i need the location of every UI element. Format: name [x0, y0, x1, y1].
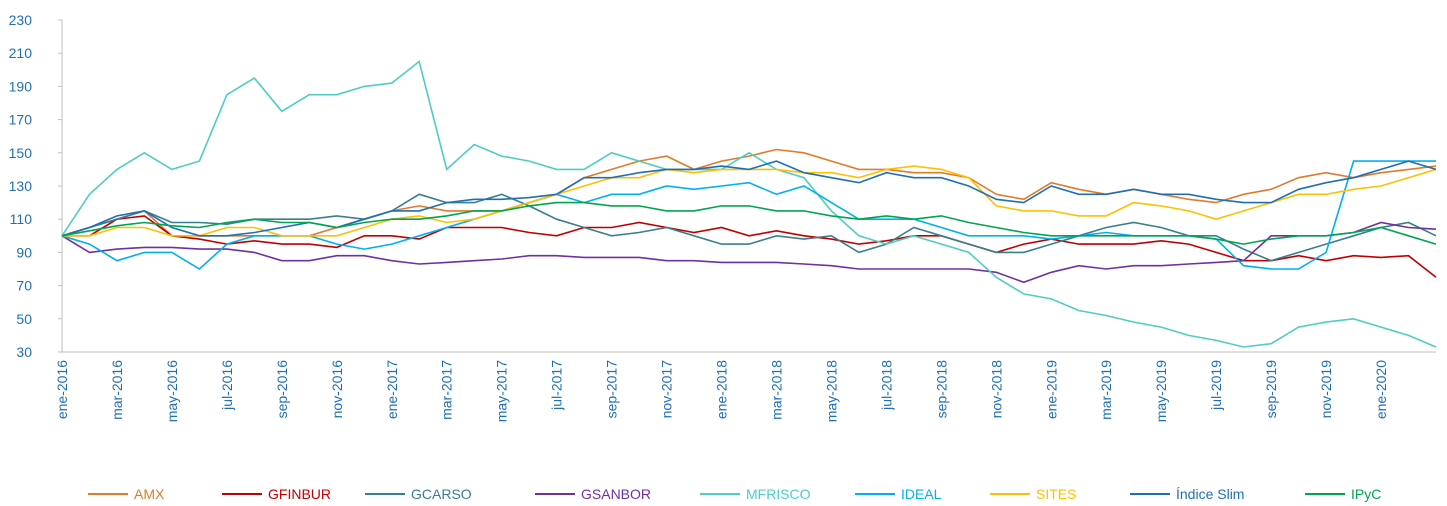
x-tick-label: ene-2017 — [384, 360, 400, 419]
x-tick-label: sep-2016 — [274, 360, 290, 419]
legend-label: Índice Slim — [1176, 486, 1244, 502]
x-tick-label: nov-2017 — [659, 360, 675, 419]
series-line — [61, 221, 1437, 284]
x-tick-label: mar-2018 — [768, 360, 784, 420]
x-tick-label: jul-2017 — [549, 360, 565, 411]
y-tick-label: 210 — [9, 45, 33, 61]
legend-label: AMX — [134, 486, 165, 502]
series-line — [61, 160, 1437, 237]
legend-label: GCARSO — [411, 486, 472, 502]
y-tick-label: 70 — [16, 278, 32, 294]
x-tick-label: ene-2019 — [1043, 360, 1059, 419]
x-tick-label: may-2017 — [494, 360, 510, 422]
x-tick-label: jul-2018 — [878, 360, 894, 411]
legend-label: MFRISCO — [746, 486, 811, 502]
x-tick-label: jul-2016 — [219, 360, 235, 411]
x-tick-label: may-2016 — [164, 360, 180, 422]
y-tick-label: 90 — [16, 244, 32, 260]
x-tick-label: ene-2018 — [714, 360, 730, 419]
series-line — [62, 215, 1437, 278]
y-tick-label: 50 — [16, 311, 32, 327]
y-tick-label: 170 — [9, 112, 33, 128]
x-tick-label: sep-2018 — [933, 360, 949, 419]
y-tick-label: 190 — [9, 78, 33, 94]
x-tick-label: may-2019 — [1153, 360, 1169, 422]
legend-label: GFINBUR — [268, 486, 331, 502]
legend-label: GSANBOR — [581, 486, 651, 502]
series-line — [61, 148, 1437, 237]
y-tick-label: 150 — [9, 145, 33, 161]
series-line — [61, 201, 1437, 245]
legend-label: IDEAL — [901, 486, 942, 502]
legend-label: IPyC — [1351, 486, 1381, 502]
x-tick-label: nov-2019 — [1318, 360, 1334, 419]
y-tick-label: 230 — [9, 12, 33, 28]
y-tick-label: 130 — [9, 178, 33, 194]
x-tick-label: jul-2019 — [1208, 360, 1224, 411]
x-tick-label: nov-2016 — [329, 360, 345, 419]
x-tick-label: sep-2019 — [1263, 360, 1279, 419]
x-tick-label: ene-2020 — [1373, 360, 1389, 419]
series-line — [61, 193, 1437, 262]
x-tick-label: may-2018 — [823, 360, 839, 422]
y-tick-label: 110 — [10, 211, 33, 227]
x-tick-label: nov-2018 — [988, 360, 1004, 419]
x-tick-label: sep-2017 — [604, 360, 620, 419]
x-tick-label: mar-2019 — [1098, 360, 1114, 420]
series-line — [61, 60, 1437, 348]
legend-label: SITES — [1036, 486, 1076, 502]
x-tick-label: ene-2016 — [54, 360, 70, 419]
y-tick-label: 30 — [16, 344, 32, 360]
x-tick-label: mar-2016 — [109, 360, 125, 420]
x-tick-label: mar-2017 — [439, 360, 455, 420]
